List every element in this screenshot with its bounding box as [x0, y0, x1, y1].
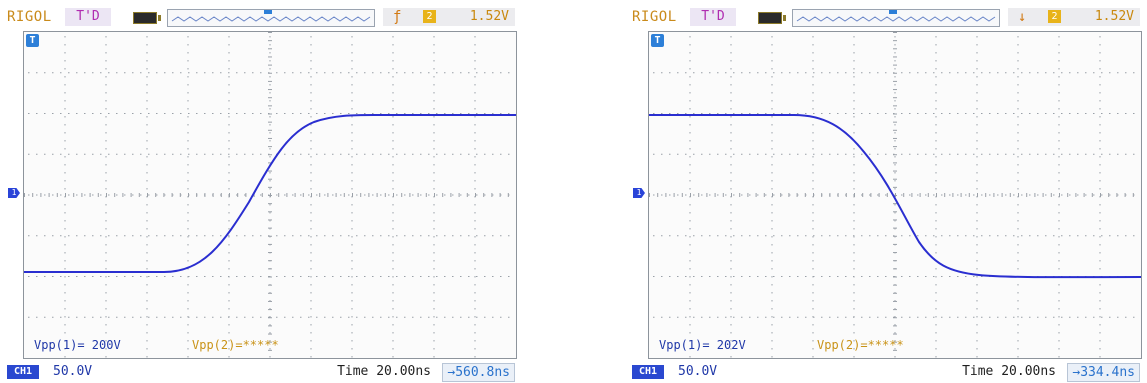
trigger-mode-label[interactable]: T'D: [690, 8, 736, 26]
waveform-display[interactable]: T Vpp(1)= 200V Vpp(2)=*****: [23, 31, 517, 359]
trigger-source-badge: 2: [1048, 10, 1061, 23]
oscilloscope-screen-left: RIGOL T'D ƒ 2 1.52V T Vpp(1)= 200V Vpp(2…: [5, 0, 517, 383]
graticule: [24, 32, 510, 358]
trigger-level: 1.52V: [1094, 9, 1134, 24]
trigger-level: 1.52V: [469, 9, 509, 24]
oscilloscope-screen-right: RIGOL T'D ↓ 2 1.52V T Vpp(1)= 202V Vpp(2…: [630, 0, 1142, 383]
memory-wave-icon: [171, 10, 371, 22]
timebase-label: Time 20.00ns: [337, 364, 431, 379]
timebase-label: Time 20.00ns: [962, 364, 1056, 379]
channel-ground-marker[interactable]: 1: [633, 188, 645, 198]
trigger-t-icon: T: [26, 34, 39, 47]
channel-badge[interactable]: CH1: [7, 365, 39, 379]
waveform-trace: [24, 114, 516, 273]
vpp-ch2-measurement: Vpp(2)=*****: [192, 338, 279, 352]
bottom-status-bar: CH1 50.0V Time 20.00ns →560.8ns: [5, 361, 517, 383]
trigger-t-icon: T: [651, 34, 664, 47]
channel-ground-marker[interactable]: 1: [8, 188, 20, 198]
volts-per-div: 50.0V: [53, 364, 93, 379]
brand-label: RIGOL: [632, 9, 677, 25]
vpp-ch1-measurement: Vpp(1)= 202V: [659, 338, 746, 352]
vpp-ch2-measurement: Vpp(2)=*****: [817, 338, 904, 352]
trigger-mode-label[interactable]: T'D: [65, 8, 111, 26]
rising-edge-icon: ƒ: [393, 9, 402, 25]
battery-icon: [758, 12, 786, 24]
battery-icon: [133, 12, 161, 24]
falling-edge-icon: ↓: [1018, 9, 1027, 25]
brand-label: RIGOL: [7, 9, 52, 25]
trigger-settings[interactable]: ↓ 2 1.52V: [1008, 8, 1140, 26]
trigger-settings[interactable]: ƒ 2 1.52V: [383, 8, 515, 26]
memory-window[interactable]: [167, 9, 375, 27]
horizontal-offset[interactable]: →560.8ns: [442, 363, 515, 382]
horizontal-offset[interactable]: →334.4ns: [1067, 363, 1140, 382]
trace-line: [649, 114, 1141, 279]
waveform-trace: [649, 114, 1141, 279]
memory-window[interactable]: [792, 9, 1000, 27]
trigger-source-badge: 2: [423, 10, 436, 23]
status-bar: RIGOL T'D ƒ 2 1.52V: [5, 0, 517, 30]
channel-badge[interactable]: CH1: [632, 365, 664, 379]
memory-wave-icon: [796, 10, 996, 22]
bottom-status-bar: CH1 50.0V Time 20.00ns →334.4ns: [630, 361, 1142, 383]
vpp-ch1-measurement: Vpp(1)= 200V: [34, 338, 121, 352]
graticule: [649, 32, 1135, 358]
volts-per-div: 50.0V: [678, 364, 718, 379]
status-bar: RIGOL T'D ↓ 2 1.52V: [630, 0, 1142, 30]
waveform-display[interactable]: T Vpp(1)= 202V Vpp(2)=*****: [648, 31, 1142, 359]
trace-line: [24, 114, 516, 273]
